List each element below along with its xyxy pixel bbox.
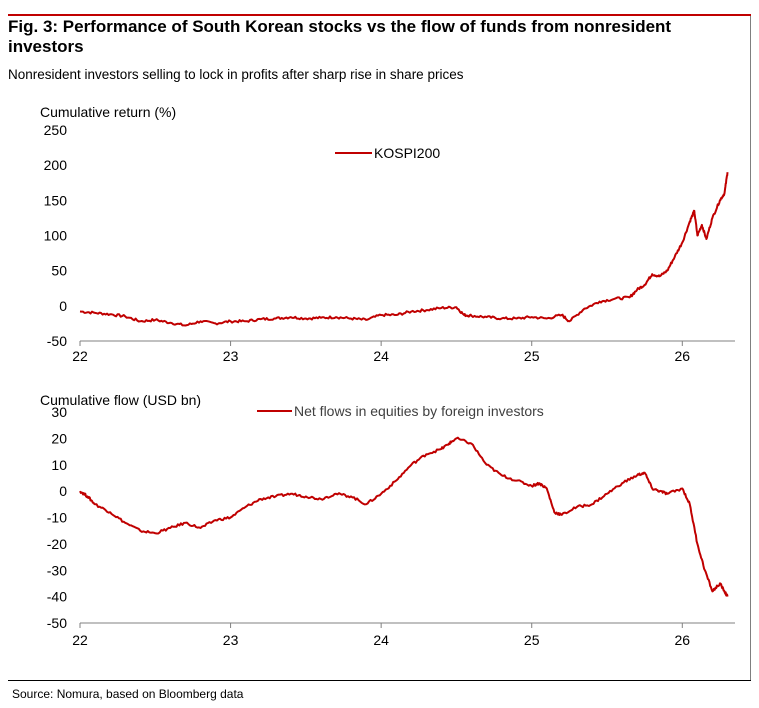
bottom-y-tick-label: 20: [51, 430, 67, 446]
bottom-x-tick-label: 24: [373, 632, 389, 648]
bottom-x-tick-label: 25: [524, 632, 540, 648]
bottom-legend-label: Net flows in equities by foreign investo…: [294, 403, 544, 419]
top-x-tick-label: 26: [675, 348, 691, 364]
bottom-y-tick-label: 10: [51, 457, 67, 473]
bottom-y-tick-label: -30: [47, 562, 67, 578]
bottom-x-axis: 22 23 24 25 26: [72, 622, 735, 648]
chart-cumulative-flow: Cumulative flow (USD bn) -50 -40 -30 -20 -10…: [40, 392, 735, 648]
top-y-axis-label: Cumulative return (%): [40, 104, 176, 120]
bottom-y-ticks: -50 -40 -30 -20 -10 0 10 20 30: [47, 404, 67, 631]
bottom-y-tick-label: 0: [59, 483, 67, 499]
top-legend: KOSPI200: [335, 145, 440, 161]
bottom-y-tick-label: -50: [47, 615, 67, 631]
figure-subtitle: Nonresident investors selling to lock in…: [8, 67, 464, 82]
figure-title: Fig. 3: Performance of South Korean stoc…: [8, 17, 672, 56]
top-y-tick-label: 250: [44, 122, 68, 138]
bottom-y-tick-label: -10: [47, 510, 67, 526]
bottom-series-line: [79, 436, 729, 597]
top-x-tick-label: 22: [72, 348, 88, 364]
top-x-axis: 22 23 24 25 26: [72, 340, 735, 364]
top-y-tick-label: 200: [44, 157, 68, 173]
top-y-tick-label: 100: [44, 228, 68, 244]
frame-right-rule: [750, 16, 751, 680]
top-y-tick-label: 0: [59, 298, 67, 314]
bottom-y-tick-label: 30: [51, 404, 67, 420]
top-y-tick-label: 50: [51, 263, 67, 279]
bottom-x-tick-label: 26: [675, 632, 691, 648]
top-y-tick-label: -50: [47, 333, 67, 349]
bottom-rule: [8, 680, 751, 681]
top-x-tick-label: 24: [373, 348, 389, 364]
bottom-x-tick-label: 22: [72, 632, 88, 648]
bottom-y-tick-label: -20: [47, 536, 67, 552]
top-x-tick-label: 25: [524, 348, 540, 364]
source-note: Source: Nomura, based on Bloomberg data: [12, 687, 244, 701]
bottom-legend: Net flows in equities by foreign investo…: [257, 403, 544, 419]
top-y-tick-label: 150: [44, 192, 68, 208]
top-x-tick-label: 23: [223, 348, 239, 364]
top-series-group: [79, 172, 729, 327]
top-rule: [8, 14, 751, 16]
top-series-line: [79, 172, 729, 327]
top-y-ticks: -50 0 50 100 150 200 250: [44, 122, 68, 349]
top-legend-label: KOSPI200: [374, 145, 440, 161]
bottom-series-group: [79, 436, 729, 597]
bottom-y-axis-label: Cumulative flow (USD bn): [40, 392, 201, 408]
bottom-y-tick-label: -40: [47, 589, 67, 605]
bottom-x-tick-label: 23: [223, 632, 239, 648]
chart-cumulative-return: Cumulative return (%) -50 0 50 100 150 200 250…: [40, 104, 735, 364]
